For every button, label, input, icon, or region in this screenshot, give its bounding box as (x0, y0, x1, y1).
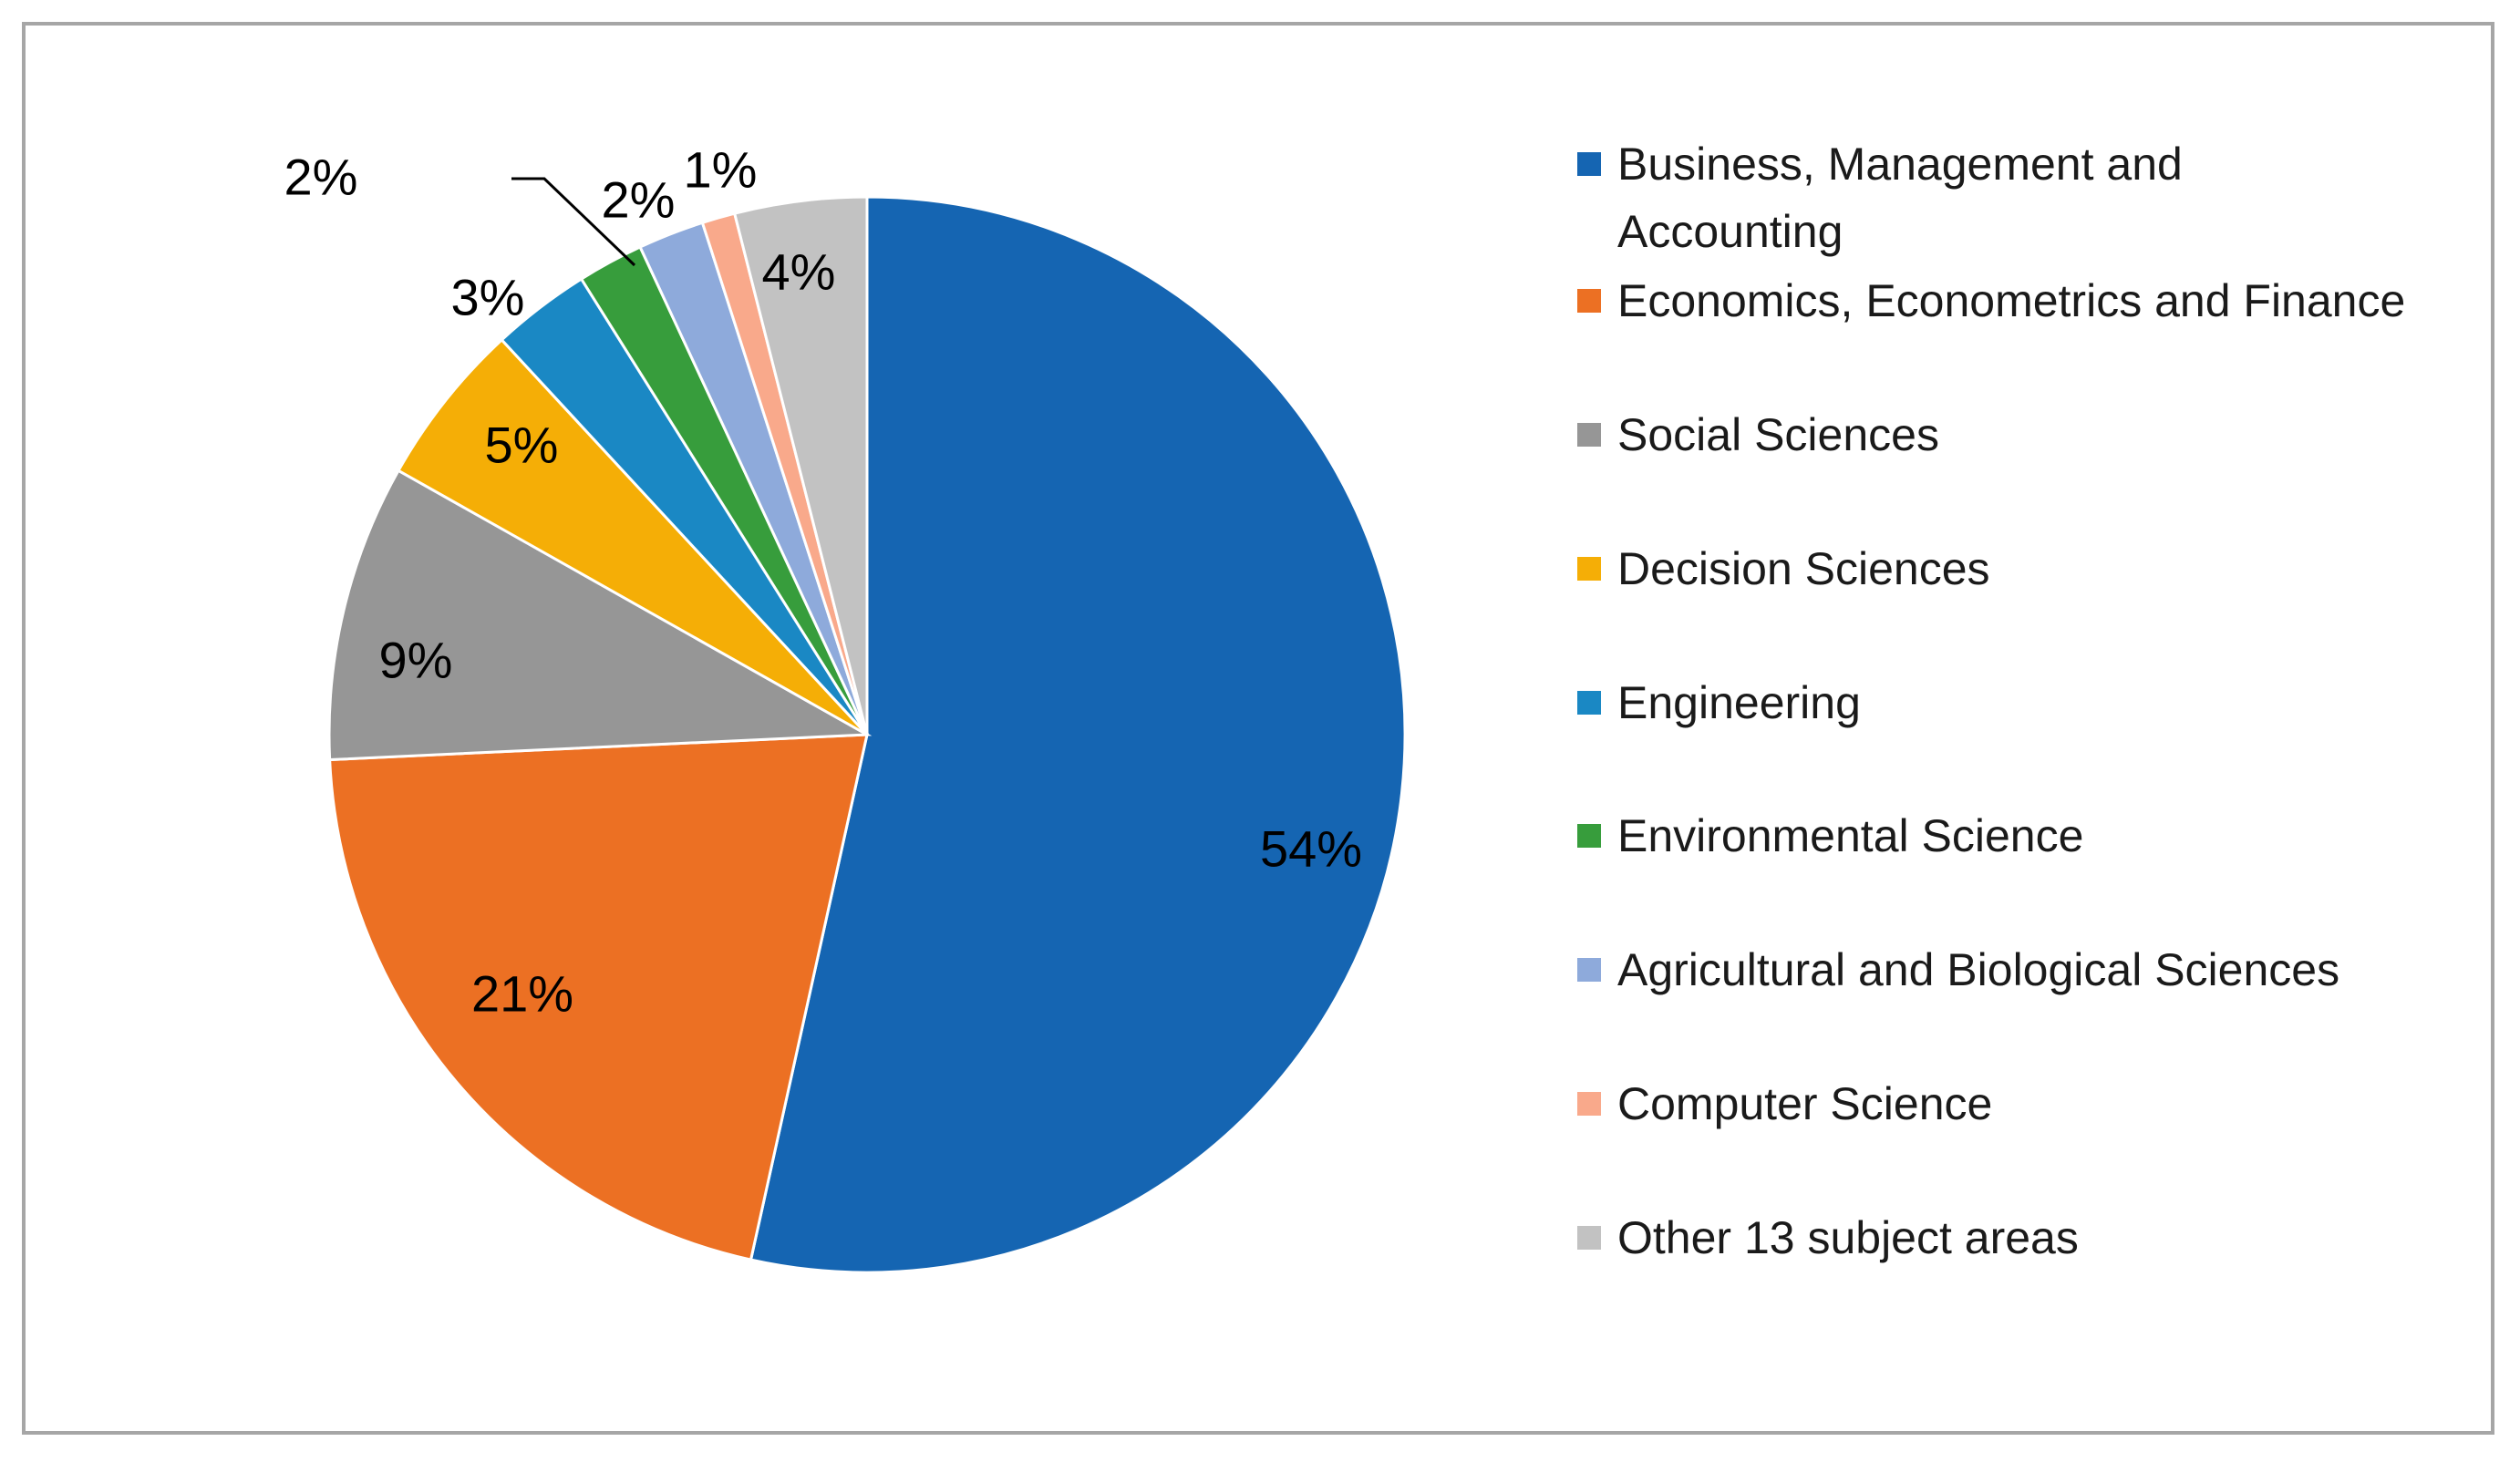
legend: Business, Management and Accounting Econom… (1577, 139, 2405, 1263)
pie-chart: 54%21%9%5%3%2% 2%1%4% Business, Managemen… (284, 139, 2405, 1274)
data-label-environmental-science: 2% (284, 149, 358, 206)
data-label-social-sciences: 9% (379, 632, 453, 689)
legend-item-engineering: Engineering (1577, 677, 1861, 728)
legend-label: Environmental Science (1617, 810, 2083, 861)
legend-swatch (1577, 557, 1601, 581)
legend-swatch (1577, 958, 1601, 982)
data-label-economics-econometrics-and-finance: 21% (471, 965, 573, 1023)
legend-swatch (1577, 152, 1601, 176)
legend-label: Computer Science (1617, 1078, 1992, 1129)
legend-swatch (1577, 1092, 1601, 1116)
data-label-computer-science: 1% (684, 141, 758, 199)
pie-slice-business-management-and-accounting (749, 195, 1407, 1274)
legend-swatch (1577, 1226, 1601, 1250)
pie-slice-other-13-subject-areas (732, 195, 869, 736)
legend-label: Decision Sciences (1617, 543, 1990, 594)
legend-item-social-sciences: Social Sciences (1577, 409, 1939, 460)
legend-swatch (1577, 423, 1601, 447)
legend-label: Engineering (1617, 677, 1861, 728)
legend-label: Economics, Econometrics and Finance (1617, 275, 2405, 326)
leader-lines (511, 177, 636, 267)
pie-slices (327, 195, 1407, 1274)
data-label-engineering: 3% (451, 269, 525, 326)
data-labels: 54%21%9%5%3%2% 2%1%4% (284, 141, 1363, 1023)
legend-label: Other 13 subject areas (1617, 1212, 2079, 1263)
legend-label: Social Sciences (1617, 409, 1939, 460)
legend-swatch (1577, 691, 1601, 715)
legend-label: Business, Management and Accounting (1617, 139, 2183, 257)
legend-item-business-management-and-accounting: Business, Management and Accounting (1577, 139, 2183, 257)
leader-line-environmental-science (511, 177, 636, 267)
legend-item-environmental-science: Environmental Science (1577, 810, 2083, 861)
pie-slice-social-sciences (327, 468, 873, 762)
data-label-business-management-and-accounting: 54% (1260, 820, 1362, 878)
chart-frame: 54% 21% 9% 5% 3% 2% 2% 1% 4% Business, Managemen… (22, 22, 2494, 1435)
pie-slice-economics-econometrics-and-finance (328, 733, 869, 1261)
legend-item-economics-econometrics-and-finance: Economics, Econometrics and Finance (1577, 275, 2405, 326)
legend-item-decision-sciences: Decision Sciences (1577, 543, 1990, 594)
data-label-decision-sciences: 5% (485, 417, 559, 474)
data-label-other-13-subject-areas: 4% (762, 243, 836, 301)
legend-item-computer-science: Computer Science (1577, 1078, 1992, 1129)
legend-label: Agricultural and Biological Sciences (1617, 944, 2339, 995)
legend-item-other-13-subject-areas: Other 13 subject areas (1577, 1212, 2079, 1263)
legend-swatch (1577, 289, 1601, 313)
pie-slice-decision-sciences (396, 337, 869, 736)
legend-item-agricultural-and-biological-sciences: Agricultural and Biological Sciences (1577, 944, 2339, 995)
legend-swatch (1577, 824, 1601, 848)
data-label-agricultural-and-biological-sciences: 2% (602, 171, 676, 229)
